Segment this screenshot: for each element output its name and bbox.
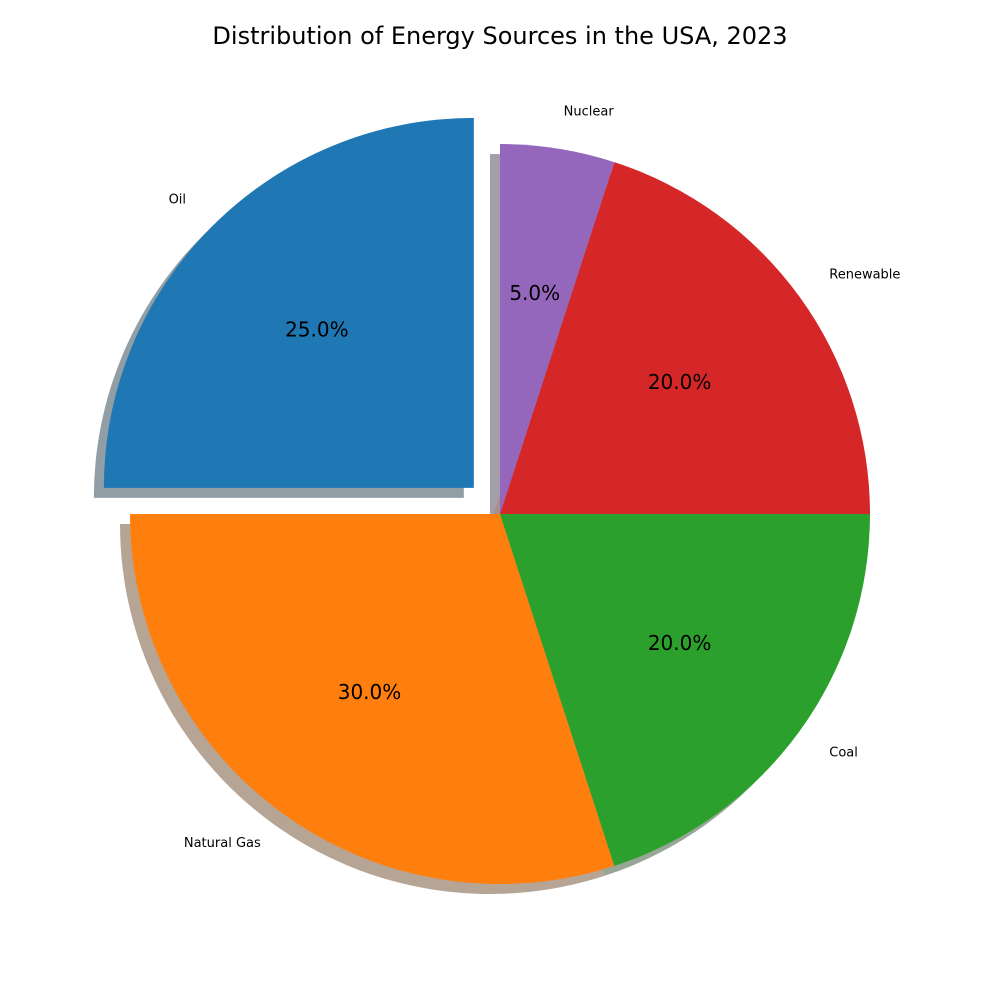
slice-natural-gas [130, 514, 615, 885]
slice-nuclear [500, 144, 615, 514]
slice-pct-nuclear: 5.0% [509, 281, 560, 305]
slice-coal [500, 514, 870, 866]
slice-renewable [500, 162, 870, 515]
slice-label-natural-gas: Natural Gas [184, 836, 261, 851]
slice-layer [103, 117, 870, 885]
slice-pct-renewable: 20.0% [648, 370, 712, 394]
slice-oil [103, 117, 474, 488]
slice-pct-oil: 25.0% [285, 317, 349, 341]
slice-label-nuclear: Nuclear [564, 105, 615, 120]
label-layer: Oil 25.0% Natural Gas 30.0% Coal 20.0% Renewab… [169, 105, 901, 851]
slice-label-oil: Oil [169, 193, 186, 208]
slice-pct-natural-gas: 30.0% [338, 680, 402, 704]
slice-label-renewable: Renewable [829, 267, 900, 282]
slice-label-coal: Coal [829, 746, 858, 761]
slice-pct-coal: 20.0% [648, 631, 712, 655]
chart-title: Distribution of Energy Sources in the US… [212, 22, 787, 50]
